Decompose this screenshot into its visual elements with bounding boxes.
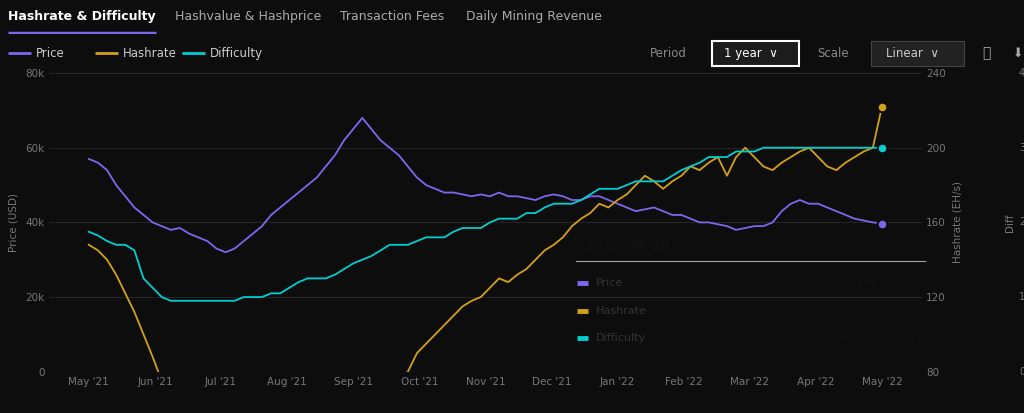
Text: ⬇: ⬇ (1013, 47, 1023, 60)
Text: 1 year  ∨: 1 year ∨ (724, 47, 778, 60)
Y-axis label: Price (USD): Price (USD) (9, 193, 18, 252)
Text: Difficulty: Difficulty (596, 333, 646, 343)
Text: Hashrate: Hashrate (596, 306, 646, 316)
Text: Price: Price (36, 47, 65, 60)
Text: Price: Price (596, 278, 623, 288)
Text: 10T: 10T (1019, 292, 1024, 302)
Text: 29 794 407 589 312: 29 794 407 589 312 (810, 333, 923, 343)
Text: Period: Period (650, 47, 687, 60)
Text: Hashrate: Hashrate (123, 47, 177, 60)
FancyBboxPatch shape (871, 41, 964, 66)
Text: 0: 0 (1019, 367, 1024, 377)
Text: 20T: 20T (1019, 217, 1024, 228)
Text: Daily Mining Revenue: Daily Mining Revenue (466, 10, 602, 23)
Text: Hashvalue & Hashprice: Hashvalue & Hashprice (175, 10, 322, 23)
Text: Diff: Diff (1005, 213, 1015, 232)
Y-axis label: Hashrate (EH/s): Hashrate (EH/s) (952, 181, 963, 263)
Text: Transaction Fees: Transaction Fees (340, 10, 444, 23)
Text: ⤢: ⤢ (982, 47, 990, 60)
Text: 40T: 40T (1019, 68, 1024, 78)
Text: 39 689.72 USD: 39 689.72 USD (839, 278, 923, 288)
Text: Difficulty: Difficulty (210, 47, 263, 60)
Text: Hashrate & Difficulty: Hashrate & Difficulty (8, 10, 156, 23)
Text: 30T: 30T (1019, 143, 1024, 153)
FancyBboxPatch shape (712, 41, 799, 66)
Text: Scale: Scale (817, 47, 849, 60)
Text: Linear  ∨: Linear ∨ (887, 47, 939, 60)
Text: 2022-04-28: 2022-04-28 (585, 240, 670, 253)
Text: 222 EH/s: 222 EH/s (873, 306, 923, 316)
